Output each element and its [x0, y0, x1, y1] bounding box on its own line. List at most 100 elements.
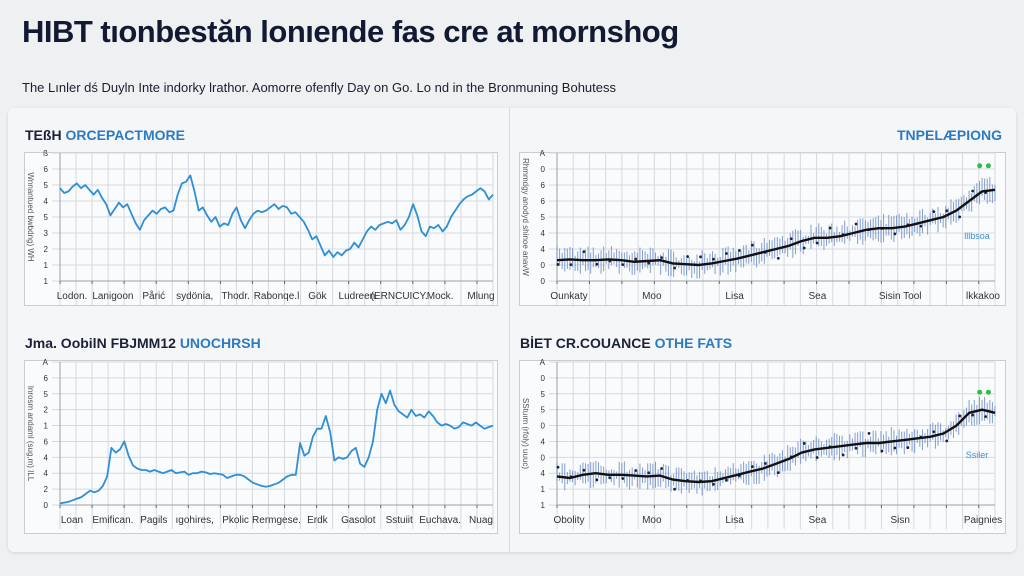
x-tick-label: Mock. [427, 291, 454, 302]
x-tick-label: Euchava. [419, 515, 461, 526]
x-tick-label: Thodr. [221, 291, 249, 302]
y-tick-label: 4 [44, 197, 49, 206]
scatter-point [750, 243, 754, 247]
x-tick-label: Nuag [469, 515, 493, 526]
x-tick-label: ıgohires, [176, 515, 214, 526]
title-part-dark: TEßH [25, 127, 62, 143]
y-tick-label: 5 [44, 213, 49, 222]
chart-bottom-right: A 0 5 5 0 4 0 4 1 1 SStuım (rfoly) uuuc) Obolity Moo… [521, 358, 1002, 529]
y-tick-label: 2 [44, 245, 49, 254]
y-tick-label: 0 [44, 501, 49, 510]
x-tick-label: Ounkaty [550, 291, 587, 302]
y-tick-label: 6 [44, 165, 49, 174]
scatter-point [556, 465, 560, 469]
y-tick-label: 4 [541, 469, 546, 478]
y-tick-label: 6 [44, 437, 49, 446]
chart-bottom-left: A 6 5 2 1 6 4 4 2 0 Inrosm andaml (sug,m) ILL Loan E… [26, 358, 494, 529]
x-tick-label: Sisin Tool [879, 291, 922, 302]
panel-divider [509, 108, 510, 552]
scatter-point [802, 246, 806, 250]
y-tick-label: 4 [44, 453, 49, 462]
y-tick-label: 2 [44, 485, 49, 494]
scatter-point [854, 446, 858, 450]
x-tick-label: Gasolot [341, 515, 376, 526]
panel-title-bottom-left: Jma. OobilN FBJMM12 UNOCHRSH [25, 335, 261, 351]
scatter-point [984, 415, 988, 419]
scatter-point [647, 261, 651, 265]
series-line-main [59, 174, 494, 258]
y-tick-label: 0 [541, 374, 546, 383]
title-part-accent: OTHE FATS [654, 335, 733, 351]
scatter-point [802, 442, 806, 445]
scatter-point [660, 467, 664, 470]
x-tick-label: Rermgese. [252, 515, 301, 526]
y-axis-label: Rhmmdgy anodyd shinoe anavW [521, 158, 530, 276]
y-axis-label: SStuım (rfoly) uuuc) [521, 398, 530, 469]
scatter-point [647, 471, 651, 475]
series-annotation: Ssiler [966, 450, 989, 460]
x-tick-label: Lisa [725, 515, 744, 526]
x-tick-label: Sisn [890, 515, 909, 526]
y-tick-label: 5 [541, 213, 546, 222]
y-axis-label: Wnnantued bwbdng) WH [26, 172, 35, 262]
scatter-point [789, 237, 793, 241]
scatter-point [556, 263, 560, 266]
x-tick-label: Erdk [307, 515, 329, 526]
y-tick-label: 5 [541, 390, 546, 399]
y-tick-label: 5 [44, 181, 49, 190]
scatter-point [932, 210, 936, 214]
x-tick-label: Ludreen. [339, 291, 378, 302]
scatter-point [971, 189, 975, 193]
scatter-point [725, 252, 728, 255]
scatter-point [776, 256, 780, 260]
panel-title-top-right: TNPELÆPIONG [897, 127, 1002, 143]
scatter-point [945, 209, 949, 213]
scatter-point [569, 263, 573, 267]
scatter-point [582, 468, 586, 472]
scatter-point [595, 478, 599, 482]
scatter-point [854, 222, 858, 226]
y-tick-label: 0 [541, 261, 546, 270]
x-tick-label: Moo [642, 515, 662, 526]
scatter-point [880, 449, 884, 453]
x-tick-label: Sea [809, 291, 827, 302]
x-tick-label: Loan [61, 515, 83, 526]
scatter-point [919, 224, 923, 228]
scatter-point [686, 255, 689, 258]
page-title: HIBT tıonbestăn lonıende fas cre at morn… [22, 14, 679, 49]
x-tick-label: Emifican. [92, 515, 133, 526]
y-tick-label: 2 [44, 406, 49, 415]
chart-top-left: ß 6 5 4 5 3 2 1 1 Wnnantued bwbdng) WH Lodon. Lanig… [26, 149, 495, 305]
page-subtitle: The Lınler dś Duyln Inte indorky lrathor… [22, 80, 616, 95]
x-tick-label: Sea [809, 515, 827, 526]
scatter-point [634, 257, 638, 261]
y-tick-label: A [540, 358, 546, 367]
scatter-point [815, 241, 819, 245]
scatter-point [893, 446, 897, 450]
series-annotation: lllbsoa [964, 231, 990, 241]
scatter-point [595, 262, 599, 266]
y-tick-label: 0 [541, 422, 546, 431]
x-tick-label: Pagils [140, 515, 167, 526]
scatter-point [634, 469, 638, 472]
highlight-point [985, 389, 991, 395]
trend-line [556, 188, 996, 267]
scatter-point [712, 257, 715, 261]
scatter-point [815, 456, 819, 459]
scatter-point [621, 263, 625, 267]
x-tick-label: Moo [642, 291, 662, 302]
scatter-point [673, 487, 677, 491]
scatter-point [621, 477, 625, 480]
scatter-point [750, 465, 754, 469]
title-part-accent: UNOCHRSH [179, 335, 261, 351]
scatter-point [867, 431, 871, 435]
scatter-point [932, 430, 936, 434]
trend-line [556, 408, 996, 484]
x-tick-label: Rabonqe.l [254, 291, 300, 302]
y-tick-label: 0 [541, 277, 546, 286]
chart-frame-top-right [519, 152, 1006, 306]
scatter-point [893, 232, 897, 236]
x-tick-label: Lodon. [57, 291, 88, 302]
y-tick-label: 3 [44, 229, 49, 238]
y-tick-label: 6 [541, 197, 546, 206]
